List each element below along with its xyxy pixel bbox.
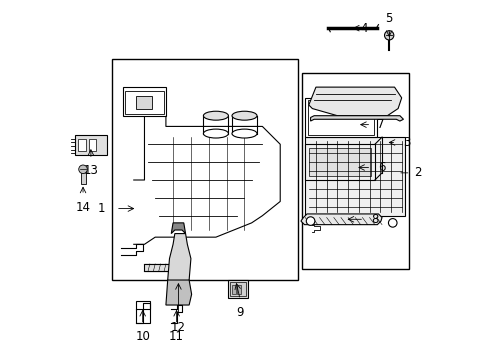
Bar: [89, 139, 96, 152]
Bar: [124, 91, 164, 114]
Text: 8: 8: [370, 213, 378, 226]
Circle shape: [305, 217, 314, 225]
Text: 11: 11: [169, 330, 184, 343]
Bar: [78, 139, 85, 152]
Polygon shape: [300, 214, 381, 225]
Bar: [307, 100, 373, 135]
Bar: [301, 73, 408, 269]
Text: 13: 13: [83, 164, 98, 177]
Bar: [135, 96, 151, 109]
Polygon shape: [165, 280, 191, 305]
Bar: [123, 87, 165, 116]
Bar: [81, 169, 85, 184]
Circle shape: [387, 219, 396, 227]
Bar: [144, 264, 187, 271]
Bar: [305, 137, 405, 216]
Circle shape: [79, 165, 87, 174]
Polygon shape: [308, 87, 401, 116]
Text: 4: 4: [360, 22, 367, 35]
Text: 3: 3: [403, 136, 410, 149]
Text: 10: 10: [135, 330, 150, 343]
Polygon shape: [310, 116, 403, 121]
Text: 5: 5: [385, 12, 392, 24]
Bar: [135, 301, 149, 323]
Polygon shape: [167, 234, 190, 287]
Text: 14: 14: [75, 202, 90, 215]
Text: 6: 6: [378, 161, 385, 174]
Bar: [231, 285, 235, 294]
Polygon shape: [171, 223, 185, 234]
Text: 2: 2: [413, 166, 421, 179]
Bar: [230, 282, 246, 296]
Bar: [308, 148, 370, 176]
Bar: [75, 135, 107, 155]
Ellipse shape: [203, 129, 228, 138]
Bar: [112, 59, 298, 280]
Ellipse shape: [203, 111, 228, 120]
Bar: [305, 98, 376, 137]
Bar: [228, 280, 247, 298]
Bar: [305, 144, 374, 180]
Text: 7: 7: [376, 118, 384, 131]
Circle shape: [384, 31, 393, 40]
Ellipse shape: [231, 111, 257, 120]
Text: 1: 1: [98, 202, 105, 215]
Bar: [237, 285, 241, 294]
Text: 12: 12: [171, 321, 185, 334]
Ellipse shape: [231, 129, 257, 138]
Text: 9: 9: [236, 306, 244, 319]
